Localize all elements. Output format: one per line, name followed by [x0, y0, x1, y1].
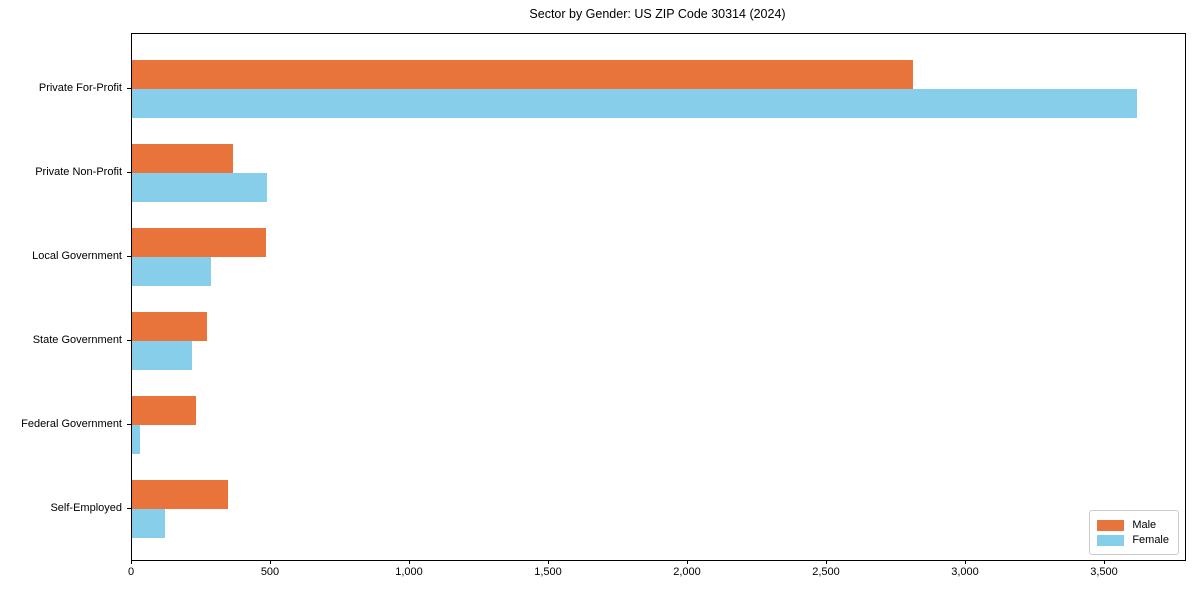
y-tick-mark-federal-government	[127, 424, 131, 425]
y-tick-mark-local-government	[127, 256, 131, 257]
x-tick-label-500: 500	[260, 566, 280, 578]
bar-male-state-government	[132, 312, 207, 341]
chart-title: Sector by Gender: US ZIP Code 30314 (202…	[529, 7, 786, 21]
y-tick-label-private-non-profit: Private Non-Profit	[35, 166, 122, 178]
bar-female-self-employed	[132, 509, 165, 538]
y-tick-mark-state-government	[127, 340, 131, 341]
x-tick-label-1000: 1,000	[395, 566, 423, 578]
y-tick-label-local-government: Local Government	[32, 250, 122, 262]
legend-label-male: Male	[1132, 519, 1157, 531]
y-tick-mark-self-employed	[127, 508, 131, 509]
y-tick-label-state-government: State Government	[32, 334, 122, 346]
legend-label-female: Female	[1132, 534, 1169, 546]
x-tick-mark-3000	[965, 560, 966, 564]
x-tick-mark-500	[270, 560, 271, 564]
x-tick-mark-3500	[1104, 560, 1105, 564]
bar-male-private-non-profit	[132, 144, 233, 173]
legend-row-male: Male	[1097, 519, 1169, 531]
bar-female-federal-government	[132, 425, 140, 454]
legend: Male Female	[1089, 510, 1179, 555]
bar-female-private-for-profit	[132, 89, 1137, 118]
bar-male-federal-government	[132, 396, 196, 425]
x-tick-mark-2000	[687, 560, 688, 564]
legend-row-female: Female	[1097, 534, 1169, 546]
plot-area: Male Female	[131, 33, 1186, 561]
bar-male-self-employed	[132, 480, 228, 509]
bar-female-local-government	[132, 257, 211, 286]
x-tick-label-0: 0	[127, 566, 135, 578]
y-tick-label-federal-government: Federal Government	[21, 418, 122, 430]
y-tick-mark-private-non-profit	[127, 172, 131, 173]
x-tick-label-3500: 3,500	[1090, 566, 1118, 578]
x-tick-mark-2500	[826, 560, 827, 564]
x-tick-label-1500: 1,500	[534, 566, 562, 578]
x-tick-mark-1000	[409, 560, 410, 564]
x-tick-label-2000: 2,000	[673, 566, 701, 578]
legend-swatch-male-icon	[1097, 519, 1125, 531]
y-tick-label-self-employed: Self-Employed	[50, 502, 122, 514]
y-tick-mark-private-for-profit	[127, 88, 131, 89]
bar-female-private-non-profit	[132, 173, 267, 202]
x-tick-label-2500: 2,500	[812, 566, 840, 578]
x-tick-mark-1500	[548, 560, 549, 564]
x-tick-mark-0	[131, 560, 132, 564]
x-tick-label-3000: 3,000	[951, 566, 979, 578]
bar-female-state-government	[132, 341, 192, 370]
bar-male-private-for-profit	[132, 60, 913, 89]
legend-swatch-female-icon	[1097, 534, 1125, 546]
y-tick-label-private-for-profit: Private For-Profit	[38, 82, 122, 94]
bar-male-local-government	[132, 228, 266, 257]
